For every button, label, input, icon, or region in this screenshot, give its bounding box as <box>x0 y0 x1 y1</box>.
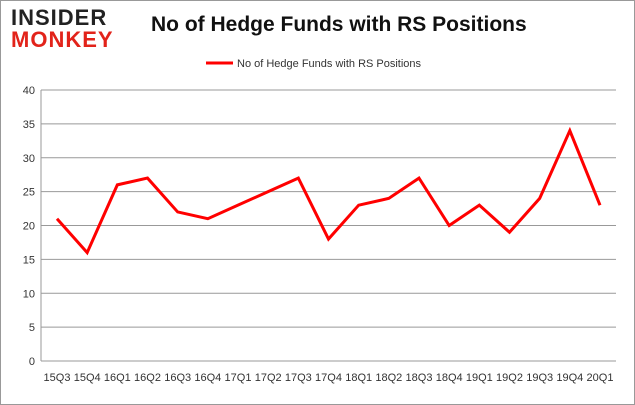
x-tick-label: 15Q4 <box>74 372 101 384</box>
y-tick-label: 5 <box>29 322 35 334</box>
x-tick-label: 16Q4 <box>194 372 221 384</box>
y-tick-label: 35 <box>23 119 35 131</box>
x-tick-label: 17Q4 <box>315 372 342 384</box>
x-tick-label: 20Q1 <box>587 372 614 384</box>
x-tick-label: 18Q3 <box>406 372 433 384</box>
x-tick-label: 15Q3 <box>44 372 71 384</box>
y-tick-label: 0 <box>29 356 35 368</box>
x-tick-label: 16Q2 <box>134 372 161 384</box>
insider-monkey-logo: INSIDER MONKEY <box>11 7 114 51</box>
x-tick-label: 19Q2 <box>496 372 523 384</box>
x-tick-label: 17Q2 <box>255 372 282 384</box>
x-tick-label: 19Q3 <box>526 372 553 384</box>
legend-label: No of Hedge Funds with RS Positions <box>237 58 422 70</box>
y-tick-label: 20 <box>23 221 35 233</box>
y-tick-label: 30 <box>23 153 35 165</box>
y-tick-label: 10 <box>23 288 35 300</box>
y-tick-label: 40 <box>23 85 35 97</box>
x-tick-label: 18Q4 <box>436 372 463 384</box>
x-tick-label: 19Q4 <box>556 372 583 384</box>
x-tick-label: 16Q1 <box>104 372 131 384</box>
y-tick-label: 25 <box>23 187 35 199</box>
x-tick-label: 19Q1 <box>466 372 493 384</box>
x-tick-label: 18Q2 <box>375 372 402 384</box>
logo-line1: INSIDER <box>11 5 108 30</box>
x-tick-label: 17Q3 <box>285 372 312 384</box>
logo-line2: MONKEY <box>11 27 114 52</box>
x-tick-label: 16Q3 <box>164 372 191 384</box>
x-tick-label: 17Q1 <box>225 372 252 384</box>
chart-title: No of Hedge Funds with RS Positions <box>151 13 527 36</box>
x-tick-label: 18Q1 <box>345 372 372 384</box>
y-tick-label: 15 <box>23 254 35 266</box>
